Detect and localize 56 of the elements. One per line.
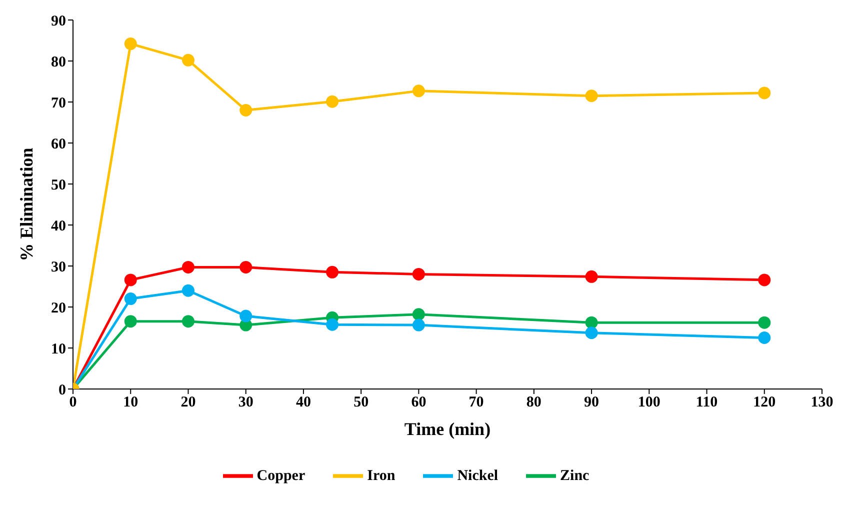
x-tick-label: 80 — [526, 394, 542, 411]
y-tick-label: 50 — [51, 177, 66, 194]
legend-label: Nickel — [457, 468, 498, 484]
point — [326, 266, 339, 278]
point — [326, 318, 339, 331]
point — [182, 260, 194, 274]
x-tick-label: 20 — [180, 394, 196, 411]
point — [124, 292, 137, 306]
point — [412, 308, 425, 321]
y-tick-label: 40 — [51, 218, 66, 234]
x-tick-label: 110 — [696, 394, 718, 411]
y-tick-label: 30 — [51, 259, 66, 276]
x-tick-label: 70 — [468, 394, 484, 411]
x-tick-label: 0 — [69, 394, 77, 411]
point — [758, 86, 771, 100]
point — [124, 315, 137, 328]
point — [240, 260, 252, 274]
point — [326, 95, 339, 108]
x-tick-label: 60 — [411, 394, 426, 411]
x-tick-label: 100 — [638, 394, 660, 411]
legend-label: Zinc — [560, 468, 590, 484]
point — [240, 310, 252, 322]
point — [182, 284, 194, 297]
y-tick-label: 60 — [51, 136, 66, 152]
x-tick-label: 30 — [238, 394, 254, 411]
point — [585, 270, 598, 283]
point — [412, 84, 425, 98]
point — [758, 332, 771, 344]
x-tick-label: 130 — [810, 394, 834, 411]
y-tick-label: 70 — [51, 95, 66, 112]
y-tick-label: 90 — [51, 13, 66, 30]
y-tick-label: 80 — [51, 54, 66, 70]
point — [585, 316, 598, 329]
x-tick-label: 40 — [296, 394, 311, 411]
point — [124, 38, 137, 50]
x-tick-label: 10 — [123, 394, 138, 411]
point — [124, 274, 137, 286]
y-tick-label: 0 — [58, 382, 66, 398]
y-tick-label: 10 — [51, 341, 66, 358]
point — [758, 274, 771, 286]
point — [240, 104, 252, 116]
point — [585, 90, 598, 102]
point — [758, 316, 771, 329]
point — [182, 54, 194, 66]
point — [412, 318, 425, 332]
x-axis-title: Time (min) — [404, 419, 491, 439]
x-tick-label: 120 — [753, 394, 776, 411]
legend-label: Copper — [256, 468, 306, 484]
y-axis-title: % Elimination — [16, 148, 36, 262]
y-tick-label: 20 — [51, 300, 66, 316]
point — [182, 315, 194, 328]
legend-label: Iron — [367, 468, 396, 484]
point — [585, 326, 598, 340]
x-tick-label: 50 — [354, 394, 369, 411]
x-tick-label: 90 — [584, 394, 600, 411]
point — [412, 268, 425, 280]
